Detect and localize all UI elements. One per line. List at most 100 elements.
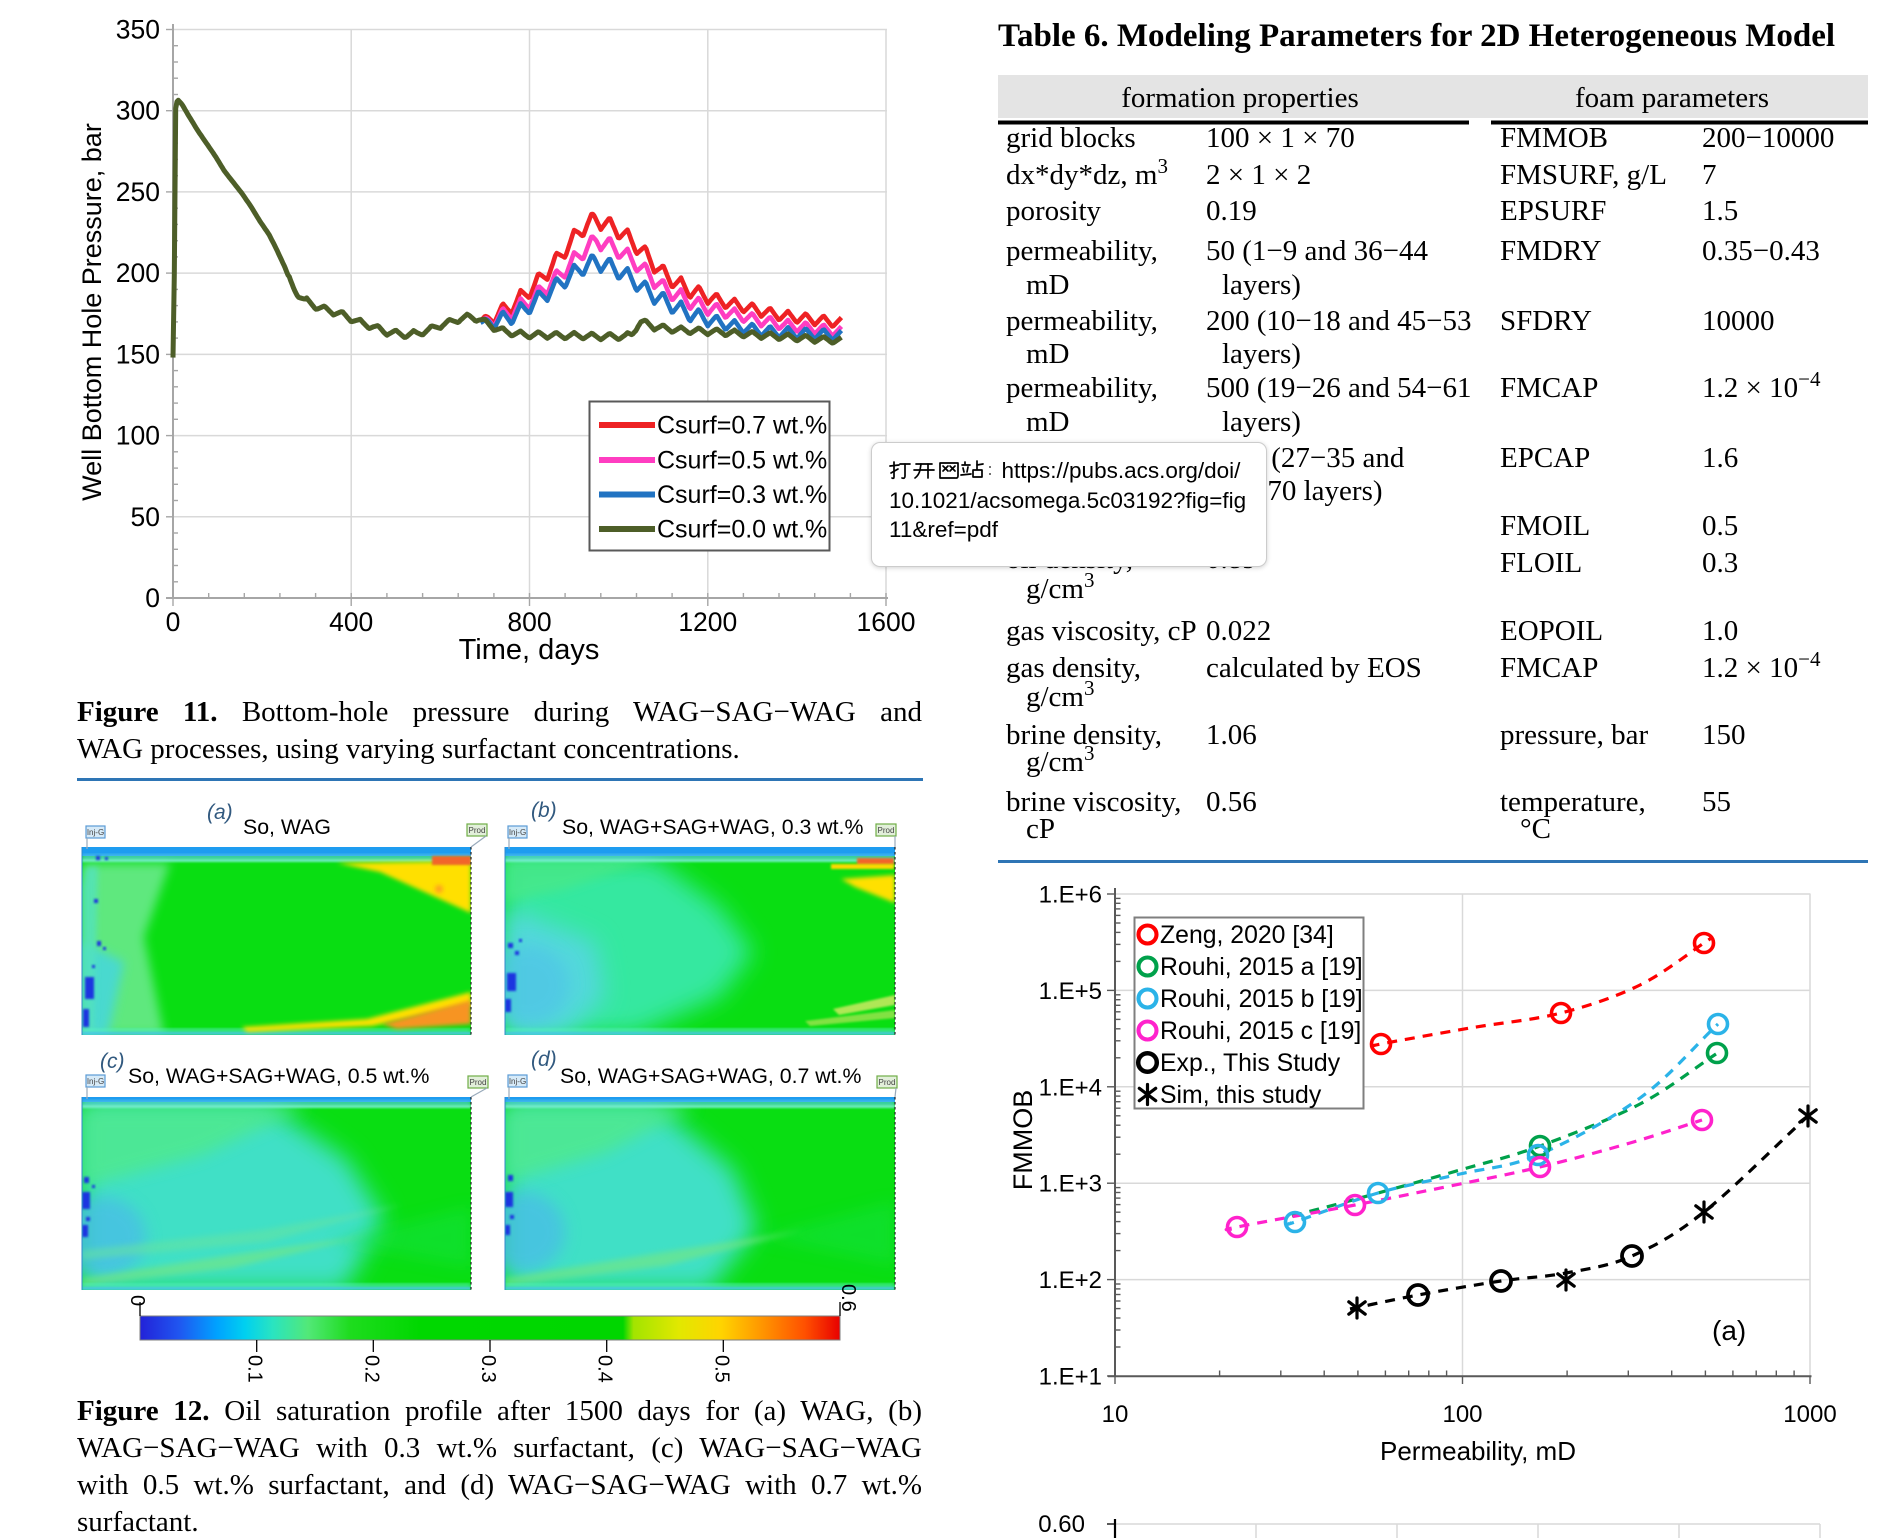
- svg-text:Rouhi, 2015 b [19]: Rouhi, 2015 b [19]: [1160, 986, 1363, 1013]
- svg-text:0.3: 0.3: [477, 1355, 499, 1383]
- svg-text:FMDRY: FMDRY: [1500, 235, 1602, 267]
- svg-text:Rouhi, 2015 a [19]: Rouhi, 2015 a [19]: [1160, 954, 1363, 981]
- svg-text:500 (19−26 and 54−61: 500 (19−26 and 54−61: [1206, 372, 1472, 404]
- svg-text:So, WAG+SAG+WAG, 0.7 wt.%: So, WAG+SAG+WAG, 0.7 wt.%: [560, 1064, 861, 1088]
- svg-text:100 × 1 × 70: 100 × 1 × 70: [1206, 122, 1355, 154]
- svg-text:Inj-G: Inj-G: [87, 1077, 104, 1086]
- svg-text:Csurf=0.3 wt.%: Csurf=0.3 wt.%: [657, 481, 827, 509]
- svg-text:1.E+1: 1.E+1: [1039, 1364, 1102, 1391]
- svg-text:1.E+6: 1.E+6: [1039, 882, 1102, 909]
- svg-text:0.3: 0.3: [1702, 547, 1738, 579]
- svg-text:dx*dy*dz, m3: dx*dy*dz, m3: [1006, 154, 1168, 191]
- svg-text:0: 0: [166, 607, 181, 637]
- svg-text:Sim, this study: Sim, this study: [1160, 1082, 1322, 1109]
- svg-text:Inj-G: Inj-G: [509, 1077, 526, 1086]
- svg-text:1.2 × 10−4: 1.2 × 10−4: [1702, 647, 1821, 684]
- svg-text:Table 6. Modeling Parameters f: Table 6. Modeling Parameters for 2D Hete…: [998, 18, 1835, 54]
- svg-text:(a): (a): [1712, 1315, 1746, 1346]
- svg-text:100: 100: [116, 421, 160, 451]
- svg-text:permeability,: permeability,: [1006, 305, 1158, 337]
- svg-text:Csurf=0.5 wt.%: Csurf=0.5 wt.%: [657, 447, 827, 475]
- svg-text:Csurf=0.0 wt.%: Csurf=0.0 wt.%: [657, 516, 827, 544]
- svg-text:1.E+3: 1.E+3: [1039, 1171, 1102, 1198]
- svg-text:permeability,: permeability,: [1006, 372, 1158, 404]
- svg-text:0.1: 0.1: [244, 1355, 266, 1383]
- svg-text:400: 400: [329, 607, 373, 637]
- svg-text:Permeability, mD: Permeability, mD: [1380, 1436, 1576, 1466]
- svg-text:1.5: 1.5: [1702, 195, 1738, 227]
- svg-text:50: 50: [131, 502, 160, 532]
- svg-text:EPSURF: EPSURF: [1500, 195, 1606, 227]
- svg-text:200: 200: [116, 258, 160, 288]
- svg-text:0.56: 0.56: [1206, 786, 1257, 818]
- svg-text:temperature,: temperature,: [1500, 786, 1646, 818]
- svg-text:Rouhi, 2015 c [19]: Rouhi, 2015 c [19]: [1160, 1018, 1361, 1045]
- svg-text:FMCAP: FMCAP: [1500, 652, 1598, 684]
- svg-text:1.E+4: 1.E+4: [1039, 1074, 1102, 1101]
- svg-text:350: 350: [116, 15, 160, 45]
- svg-text:1.0: 1.0: [1702, 615, 1738, 647]
- svg-text:layers): layers): [1222, 406, 1301, 438]
- svg-text:0.4: 0.4: [594, 1355, 616, 1383]
- svg-text:7: 7: [1702, 159, 1717, 191]
- svg-text:0.35−0.43: 0.35−0.43: [1702, 235, 1820, 267]
- svg-text:(c): (c): [100, 1050, 125, 1073]
- svg-text:Prod: Prod: [879, 1078, 896, 1087]
- svg-text:FMOIL: FMOIL: [1500, 510, 1590, 542]
- svg-text:800: 800: [507, 607, 551, 637]
- svg-text:(b): (b): [531, 799, 557, 822]
- svg-text:1000: 1000: [1783, 1401, 1836, 1428]
- svg-text:(a): (a): [207, 801, 233, 824]
- svg-text:1600: 1600: [857, 607, 916, 637]
- svg-text:300: 300: [116, 96, 160, 126]
- svg-text:So, WAG+SAG+WAG, 0.3 wt.%: So, WAG+SAG+WAG, 0.3 wt.%: [562, 815, 863, 839]
- svg-text:layers): layers): [1222, 269, 1301, 301]
- svg-text:200−10000: 200−10000: [1702, 122, 1834, 154]
- svg-text:1200: 1200: [678, 607, 737, 637]
- svg-text:g/cm3: g/cm3: [1026, 676, 1095, 713]
- svg-text:50 (1−9 and 36−44: 50 (1−9 and 36−44: [1206, 235, 1428, 267]
- svg-text:0.6: 0.6: [837, 1284, 859, 1312]
- svg-text:Prod: Prod: [469, 826, 486, 835]
- svg-text:0.19: 0.19: [1206, 195, 1257, 227]
- svg-text:200 (10−18 and 45−53: 200 (10−18 and 45−53: [1206, 305, 1472, 337]
- svg-text:0.022: 0.022: [1206, 615, 1271, 647]
- svg-text:formation properties: formation properties: [1121, 82, 1359, 114]
- svg-text:10: 10: [1102, 1401, 1129, 1428]
- svg-text:gas viscosity, cP: gas viscosity, cP: [1006, 615, 1197, 647]
- svg-text:1.06: 1.06: [1206, 719, 1257, 751]
- svg-text:Csurf=0.7 wt.%: Csurf=0.7 wt.%: [657, 412, 827, 440]
- svg-text:g/cm3: g/cm3: [1026, 568, 1095, 605]
- svg-text:EPCAP: EPCAP: [1500, 442, 1590, 474]
- svg-text:Inj-G: Inj-G: [87, 828, 104, 837]
- svg-text:FMMOB: FMMOB: [1008, 1090, 1038, 1191]
- svg-text:10000: 10000: [1702, 305, 1775, 337]
- svg-text:250: 250: [116, 177, 160, 207]
- svg-text:0: 0: [126, 1295, 148, 1306]
- svg-text:FMCAP: FMCAP: [1500, 372, 1598, 404]
- svg-text:Inj-G: Inj-G: [509, 828, 526, 837]
- svg-text:gas density,: gas density,: [1006, 652, 1141, 684]
- svg-text:EOPOIL: EOPOIL: [1500, 615, 1603, 647]
- svg-text:FMSURF, g/L: FMSURF, g/L: [1500, 159, 1667, 191]
- svg-text:°C: °C: [1520, 813, 1551, 845]
- svg-text:Time, days: Time, days: [459, 634, 600, 666]
- svg-text:mD: mD: [1026, 269, 1070, 301]
- svg-text:mD: mD: [1026, 338, 1070, 370]
- svg-text:1.2 × 10−4: 1.2 × 10−4: [1702, 367, 1821, 404]
- svg-text:layers): layers): [1222, 338, 1301, 370]
- svg-text:0.60: 0.60: [1038, 1511, 1085, 1538]
- svg-text:pressure, bar: pressure, bar: [1500, 719, 1649, 751]
- svg-text:1.E+2: 1.E+2: [1039, 1267, 1102, 1294]
- svg-text:100: 100: [1442, 1401, 1482, 1428]
- svg-text:calculated by EOS: calculated by EOS: [1206, 652, 1422, 684]
- svg-text:Well Bottom Hole Pressure, bar: Well Bottom Hole Pressure, bar: [77, 123, 107, 501]
- svg-text:(d): (d): [531, 1048, 557, 1071]
- svg-text:cP: cP: [1026, 813, 1055, 845]
- svg-text:Prod: Prod: [470, 1078, 487, 1087]
- svg-text:0.5: 0.5: [710, 1355, 732, 1383]
- svg-text:permeability,: permeability,: [1006, 235, 1158, 267]
- svg-text:SFDRY: SFDRY: [1500, 305, 1592, 337]
- svg-text:1.6: 1.6: [1702, 442, 1738, 474]
- svg-text:150: 150: [1702, 719, 1746, 751]
